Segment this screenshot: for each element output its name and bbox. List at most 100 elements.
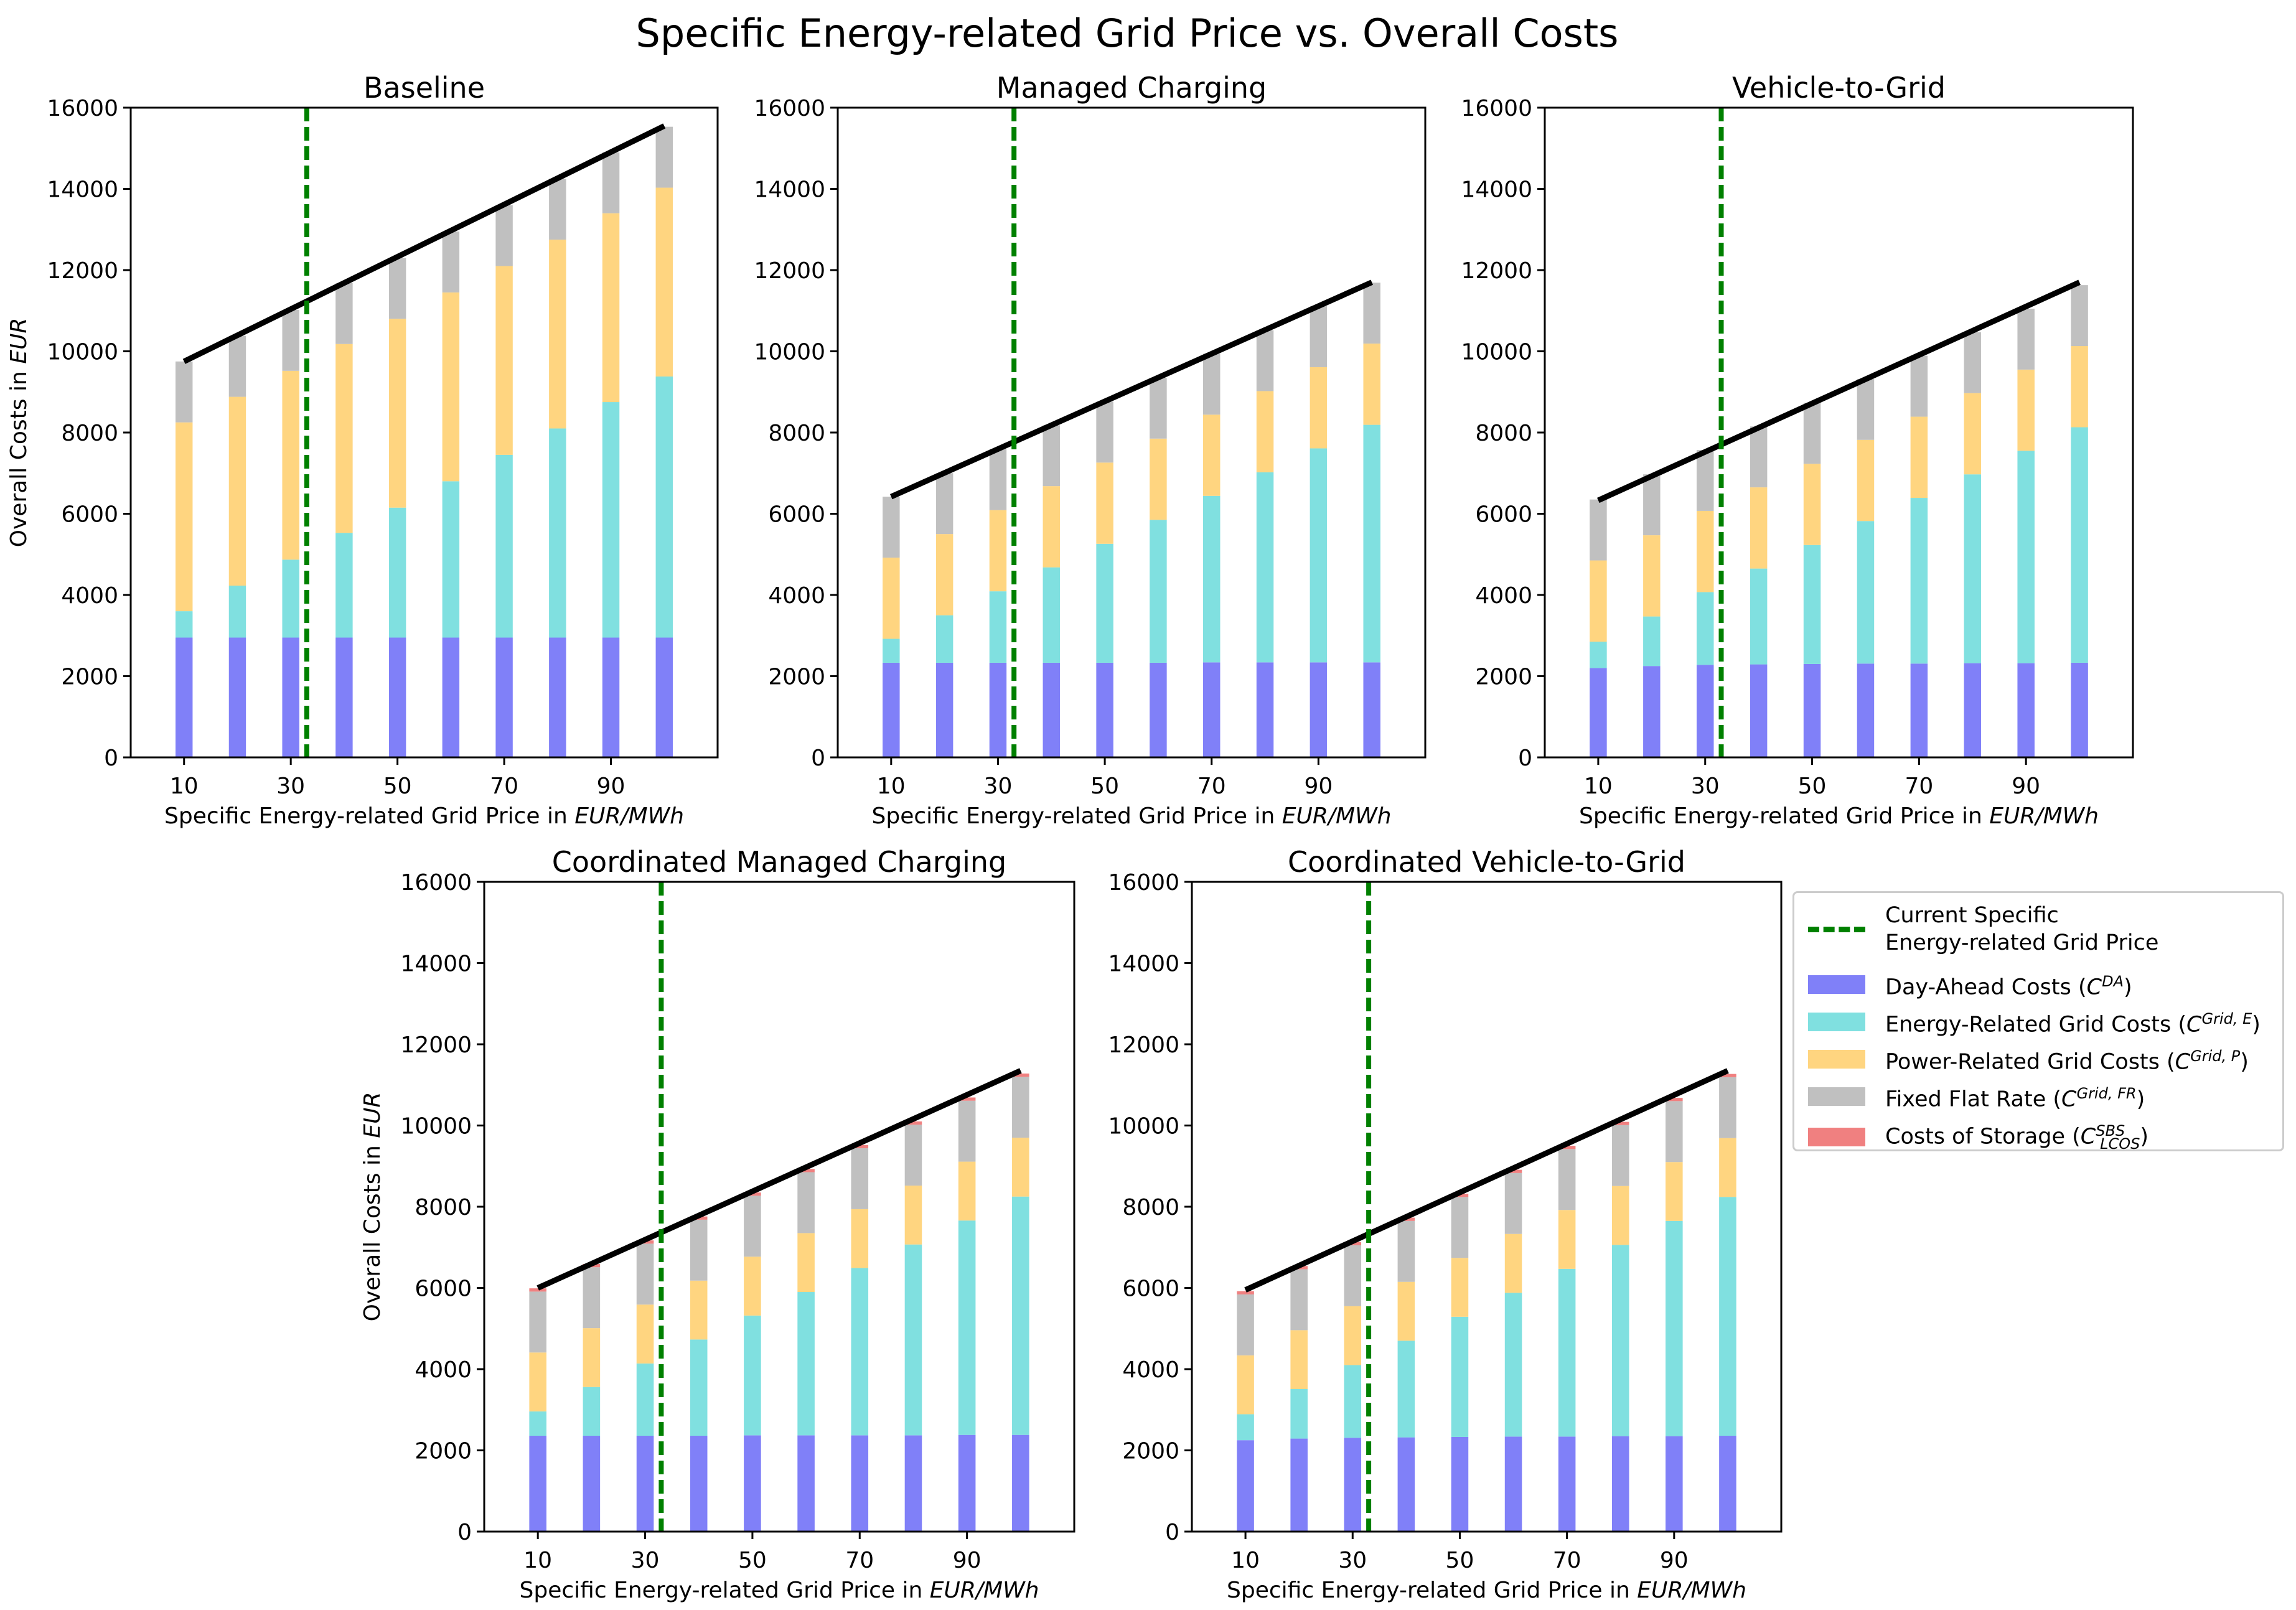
bar-fixed-flat-70 — [1910, 355, 1928, 417]
x-tick-label: 10 — [1231, 1548, 1260, 1573]
bar-power-grid-10 — [1590, 560, 1607, 642]
bar-power-grid-60 — [797, 1233, 815, 1293]
bar-fixed-flat-80 — [904, 1125, 922, 1186]
x-tick-label: 90 — [1304, 774, 1333, 799]
bar-power-grid-30 — [989, 510, 1007, 592]
trend-line — [1597, 279, 2081, 503]
axes-frame — [129, 106, 719, 759]
axes-frame — [483, 881, 1075, 1533]
bar-storage-100 — [1719, 1074, 1736, 1077]
y-tick-label: 10000 — [400, 1114, 472, 1140]
y-tick-label: 0 — [457, 1520, 472, 1545]
bar-fixed-flat-90 — [1310, 306, 1328, 367]
bar-fixed-flat-20 — [935, 473, 954, 535]
bar-fixed-flat-60 — [442, 232, 460, 293]
bar-fixed-flat-60 — [797, 1172, 815, 1233]
y-tick-label: 16000 — [1108, 870, 1179, 896]
bar-energy-grid-90 — [1666, 1220, 1683, 1436]
bar-fixed-flat-20 — [228, 335, 246, 397]
bar-storage-90 — [958, 1097, 976, 1101]
x-tick-label: 10 — [877, 774, 906, 799]
x-tick-label: 70 — [490, 774, 518, 799]
bar-day-ahead-40 — [1397, 1437, 1415, 1532]
bar-power-grid-20 — [228, 396, 246, 586]
y-tick-label: 0 — [1165, 1520, 1179, 1545]
bar-fixed-flat-30 — [636, 1243, 654, 1305]
bar-power-grid-30 — [1696, 510, 1714, 592]
bar-storage-70 — [1558, 1146, 1576, 1149]
bar-energy-grid-50 — [1451, 1316, 1469, 1437]
bar-fixed-flat-30 — [1344, 1245, 1362, 1306]
panel-title: Managed Charging — [996, 71, 1267, 105]
bar-fixed-flat-10 — [529, 1291, 546, 1353]
axes-frame — [836, 106, 1427, 759]
bar-day-ahead-80 — [1964, 663, 1982, 757]
x-tick-label: 70 — [845, 1548, 874, 1573]
bar-day-ahead-70 — [1558, 1436, 1576, 1532]
bar-power-grid-90 — [2017, 369, 2035, 451]
bar-energy-grid-60 — [442, 481, 460, 638]
bar-energy-grid-20 — [1643, 616, 1661, 667]
bar-energy-grid-70 — [1202, 495, 1221, 663]
bar-day-ahead-50 — [1803, 663, 1821, 757]
bar-day-ahead-60 — [442, 637, 460, 757]
bar-energy-grid-80 — [1964, 474, 1982, 663]
y-tick-label: 10000 — [754, 340, 825, 365]
bar-fixed-flat-20 — [583, 1267, 601, 1329]
bar-energy-grid-30 — [282, 559, 299, 638]
bar-fixed-flat-50 — [1451, 1197, 1469, 1258]
y-tick-label: 14000 — [400, 952, 472, 977]
bar-day-ahead-60 — [797, 1435, 815, 1532]
y-tick-label: 6000 — [768, 502, 825, 528]
x-axis-label: Specific Energy-related Grid Price in EU… — [1227, 1578, 1746, 1603]
bar-power-grid-30 — [636, 1304, 654, 1364]
bar-power-grid-100 — [1719, 1138, 1736, 1197]
bar-day-ahead-90 — [602, 637, 620, 757]
x-tick-label: 30 — [631, 1548, 660, 1573]
bar-day-ahead-40 — [1750, 664, 1768, 757]
bar-power-grid-80 — [1256, 391, 1274, 472]
y-tick-label: 2000 — [1475, 665, 1532, 690]
bar-fixed-flat-90 — [958, 1100, 976, 1162]
bar-fixed-flat-10 — [176, 361, 193, 423]
axes-frame — [1544, 106, 2134, 759]
bar-fixed-flat-90 — [1666, 1101, 1683, 1163]
bar-storage-100 — [1012, 1073, 1029, 1077]
bar-energy-grid-40 — [1397, 1341, 1415, 1438]
bar-energy-grid-100 — [2071, 427, 2088, 663]
bar-fixed-flat-50 — [1803, 403, 1821, 464]
x-tick-label: 50 — [1090, 774, 1119, 799]
bar-power-grid-70 — [851, 1209, 869, 1268]
bar-power-grid-90 — [958, 1161, 976, 1221]
bar-fixed-flat-50 — [1096, 401, 1113, 463]
bar-power-grid-50 — [1096, 462, 1113, 544]
bar-power-grid-60 — [1504, 1233, 1522, 1293]
bar-day-ahead-10 — [1237, 1440, 1254, 1532]
bar-day-ahead-80 — [549, 637, 566, 757]
panel-title: Vehicle-to-Grid — [1732, 71, 1946, 105]
bar-energy-grid-90 — [958, 1220, 976, 1435]
x-tick-label: 30 — [1691, 774, 1720, 799]
y-tick-label: 16000 — [754, 96, 825, 121]
bar-day-ahead-20 — [583, 1436, 601, 1532]
y-tick-label: 4000 — [415, 1357, 472, 1383]
x-tick-label: 50 — [383, 774, 412, 799]
bar-energy-grid-50 — [1096, 543, 1113, 663]
bar-energy-grid-60 — [797, 1292, 815, 1436]
trend-line — [1244, 1068, 1729, 1293]
legend-item-power-grid: Power-Related Grid Costs (CGrid, P) — [1808, 1042, 2249, 1076]
panel-coordinated-managed-charging: 0 2000 4000 6000 8000 10000 12000 14000 16000 10 3… — [360, 845, 1075, 1603]
bar-power-grid-40 — [335, 344, 353, 533]
bar-power-grid-70 — [1910, 416, 1928, 498]
bar-power-grid-100 — [2071, 346, 2088, 428]
bar-energy-grid-40 — [690, 1339, 708, 1436]
bar-power-grid-10 — [176, 422, 193, 612]
legend-item-fixed-flat: Fixed Flat Rate (CGrid, FR) — [1808, 1080, 2145, 1113]
y-tick-label: 8000 — [415, 1195, 472, 1220]
bar-day-ahead-100 — [1363, 662, 1380, 757]
bar-power-grid-80 — [904, 1186, 922, 1245]
y-tick-label: 2000 — [61, 665, 118, 690]
x-tick-label: 30 — [276, 774, 305, 799]
y-tick-label: 8000 — [61, 421, 118, 446]
bar-day-ahead-30 — [989, 662, 1007, 757]
